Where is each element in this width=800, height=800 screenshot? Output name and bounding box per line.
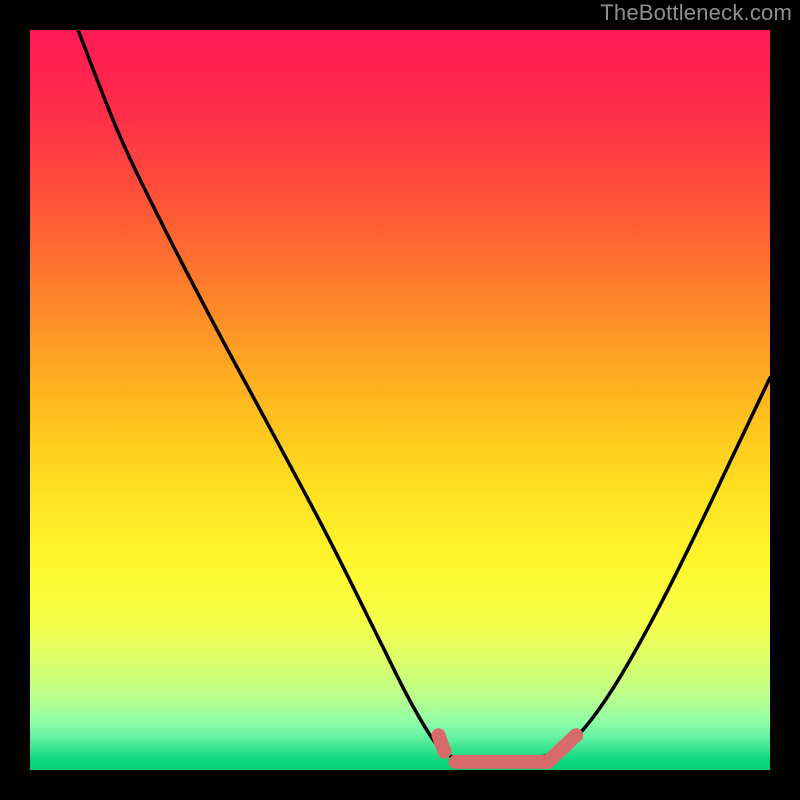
chart-background: [30, 30, 770, 770]
bottleneck-chart: [0, 0, 800, 800]
optimal-range-segment: [438, 735, 444, 751]
stage: TheBottleneck.com: [0, 0, 800, 800]
